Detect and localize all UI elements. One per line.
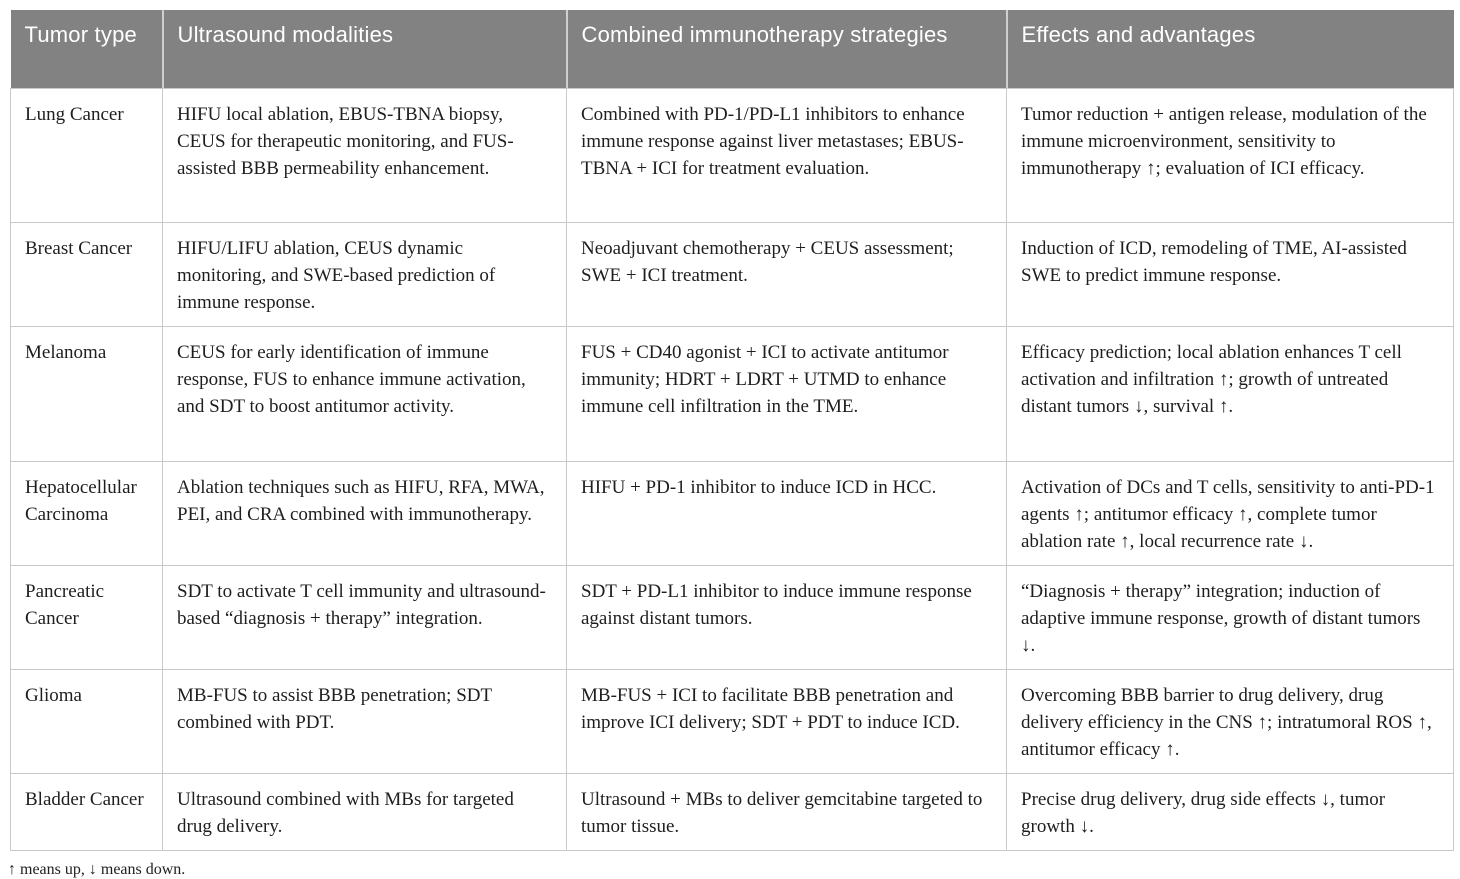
ultrasound-modalities-cell: HIFU/LIFU ablation, CEUS dynamic monitor…	[162, 221, 567, 327]
tumor-type-cell: Breast Cancer	[10, 221, 163, 327]
immunotherapy-strategy-cell: SDT + PD-L1 inhibitor to induce immune r…	[566, 564, 1007, 670]
immunotherapy-strategy-cell: MB-FUS + ICI to facilitate BBB penetrati…	[566, 668, 1007, 774]
tumor-type-cell: Lung Cancer	[10, 87, 163, 223]
tumor-ultrasound-immunotherapy-table: Tumor type Ultrasound modalities Combine…	[10, 10, 1454, 851]
ultrasound-modalities-cell: MB-FUS to assist BBB penetration; SDT co…	[162, 668, 567, 774]
effects-advantages-cell: Activation of DCs and T cells, sensitivi…	[1006, 460, 1454, 566]
column-header-ultrasound-modalities: Ultrasound modalities	[161, 10, 567, 88]
ultrasound-modalities-cell: CEUS for early identification of immune …	[162, 325, 567, 462]
immunotherapy-strategy-cell: Neoadjuvant chemotherapy + CEUS assessme…	[566, 221, 1007, 327]
column-header-immunotherapy-strategies: Combined immunotherapy strategies	[565, 10, 1007, 88]
immunotherapy-strategy-cell: HIFU + PD-1 inhibitor to induce ICD in H…	[566, 460, 1007, 566]
effects-advantages-cell: Precise drug delivery, drug side effects…	[1006, 772, 1454, 851]
table-row-glioma: Glioma MB-FUS to assist BBB penetration;…	[10, 668, 1454, 774]
effects-advantages-cell: Overcoming BBB barrier to drug delivery,…	[1006, 668, 1454, 774]
effects-advantages-cell: “Diagnosis + therapy” integration; induc…	[1006, 564, 1454, 670]
table-row-bladder-cancer: Bladder Cancer Ultrasound combined with …	[10, 772, 1454, 851]
tumor-type-cell: Pancreatic Cancer	[10, 564, 163, 670]
immunotherapy-strategy-cell: Combined with PD-1/PD-L1 inhibitors to e…	[566, 87, 1007, 223]
header-row: Tumor type Ultrasound modalities Combine…	[10, 10, 1454, 88]
table-row-melanoma: Melanoma CEUS for early identification o…	[10, 325, 1454, 462]
ultrasound-modalities-cell: SDT to activate T cell immunity and ultr…	[162, 564, 567, 670]
table-row-breast-cancer: Breast Cancer HIFU/LIFU ablation, CEUS d…	[10, 221, 1454, 327]
tumor-type-cell: Glioma	[10, 668, 163, 774]
column-header-effects-advantages: Effects and advantages	[1005, 10, 1454, 88]
immunotherapy-strategy-cell: Ultrasound + MBs to deliver gemcitabine …	[566, 772, 1007, 851]
immunotherapy-strategy-cell: FUS + CD40 agonist + ICI to activate ant…	[566, 325, 1007, 462]
tumor-type-cell: Hepatocellular Carcinoma	[10, 460, 163, 566]
effects-advantages-cell: Induction of ICD, remodeling of TME, AI-…	[1006, 221, 1454, 327]
table-row-hepatocellular-carcinoma: Hepatocellular Carcinoma Ablation techni…	[10, 460, 1454, 566]
effects-advantages-cell: Tumor reduction + antigen release, modul…	[1006, 87, 1454, 223]
ultrasound-modalities-cell: Ablation techniques such as HIFU, RFA, M…	[162, 460, 567, 566]
table-row-pancreatic-cancer: Pancreatic Cancer SDT to activate T cell…	[10, 564, 1454, 670]
tumor-type-cell: Bladder Cancer	[10, 772, 163, 851]
ultrasound-modalities-cell: HIFU local ablation, EBUS-TBNA biopsy, C…	[162, 87, 567, 223]
ultrasound-modalities-cell: Ultrasound combined with MBs for targete…	[162, 772, 567, 851]
effects-advantages-cell: Efficacy prediction; local ablation enha…	[1006, 325, 1454, 462]
column-header-tumor-type: Tumor type	[10, 10, 163, 88]
table-footnote: ↑ means up, ↓ means down.	[8, 860, 186, 878]
table-row-lung-cancer: Lung Cancer HIFU local ablation, EBUS-TB…	[10, 87, 1454, 223]
tumor-type-cell: Melanoma	[10, 325, 163, 462]
